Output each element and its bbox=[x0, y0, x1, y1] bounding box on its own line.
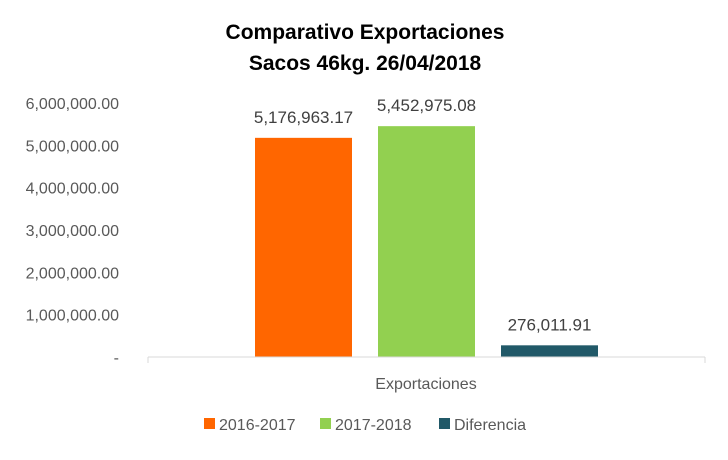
y-tick-label: 2,000,000.00 bbox=[26, 265, 120, 282]
legend: 2016-2017 2017-2018 Diferencia bbox=[204, 417, 526, 434]
legend-swatch bbox=[204, 418, 215, 429]
data-labels: 5,176,963.17 5,452,975.08 276,011.91 bbox=[254, 96, 592, 334]
bar-2017-2018 bbox=[378, 126, 475, 358]
bars bbox=[255, 126, 598, 358]
y-tick-label: 1,000,000.00 bbox=[26, 308, 120, 325]
y-tick-label: 4,000,000.00 bbox=[26, 181, 120, 198]
legend-label: 2016-2017 bbox=[219, 417, 296, 434]
legend-label: 2017-2018 bbox=[335, 417, 412, 434]
x-category-label: Exportaciones bbox=[375, 376, 476, 393]
data-label: 5,452,975.08 bbox=[377, 96, 476, 115]
bar-diferencia bbox=[501, 345, 598, 357]
chart-title-line-1: Comparativo Exportaciones bbox=[226, 21, 505, 44]
data-label: 5,176,963.17 bbox=[254, 108, 353, 127]
legend-label: Diferencia bbox=[454, 417, 526, 434]
legend-swatch bbox=[439, 418, 450, 429]
y-tick-label: 5,000,000.00 bbox=[26, 138, 120, 155]
y-tick-label: 3,000,000.00 bbox=[26, 223, 120, 240]
y-axis: - 1,000,000.00 2,000,000.00 3,000,000.00 4,0… bbox=[26, 96, 120, 367]
legend-swatch bbox=[320, 418, 331, 429]
chart-title-line-2: Sacos 46kg. 26/04/2018 bbox=[249, 52, 482, 75]
data-label: 276,011.91 bbox=[508, 315, 592, 334]
y-tick-label: - bbox=[114, 350, 119, 367]
bar-2016-2017 bbox=[255, 137, 352, 357]
y-tick-label: 6,000,000.00 bbox=[26, 96, 120, 113]
